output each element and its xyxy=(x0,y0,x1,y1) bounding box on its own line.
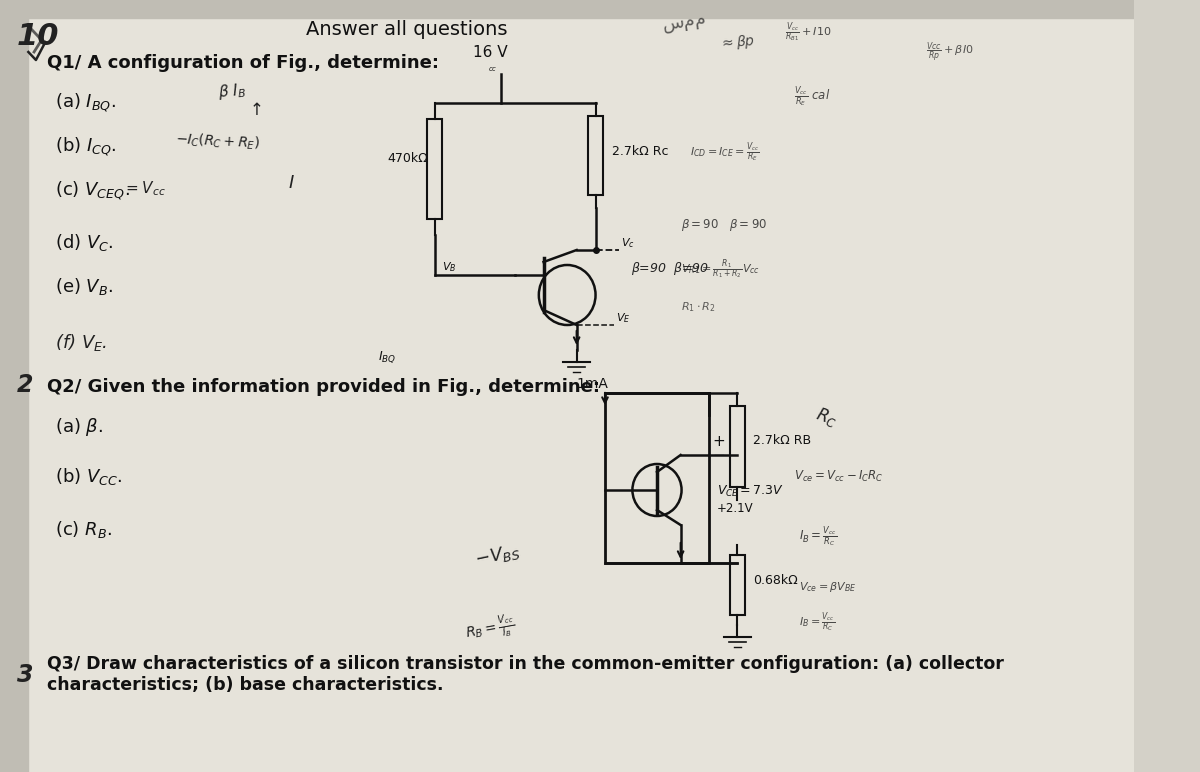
Text: (b) $I_{CQ}$.: (b) $I_{CQ}$. xyxy=(55,136,116,158)
Text: $V_B$: $V_B$ xyxy=(443,260,457,274)
Text: $R_1 \cdot R_2$: $R_1 \cdot R_2$ xyxy=(680,300,715,313)
Text: 2.7kΩ RB: 2.7kΩ RB xyxy=(754,434,811,447)
Text: (a) $I_{BQ}$.: (a) $I_{BQ}$. xyxy=(55,92,115,114)
Text: $_{cc}$: $_{cc}$ xyxy=(487,64,497,74)
Text: (d) $V_C$.: (d) $V_C$. xyxy=(55,232,113,253)
Text: $V_c$: $V_c$ xyxy=(622,236,635,250)
Text: $\beta$ $I_B$: $\beta$ $I_B$ xyxy=(217,80,247,102)
Text: (c) $V_{CEQ}$.: (c) $V_{CEQ}$. xyxy=(55,180,130,202)
Text: $\beta = 90$   $\beta = 90$: $\beta = 90$ $\beta = 90$ xyxy=(680,217,767,233)
Text: (c) $R_B$.: (c) $R_B$. xyxy=(55,519,112,540)
Text: $I_{CD} = I_{CE} = \frac{V_{cc}}{R_E}$: $I_{CD} = I_{CE} = \frac{V_{cc}}{R_E}$ xyxy=(690,140,760,164)
Text: 10: 10 xyxy=(17,22,60,51)
Bar xyxy=(588,116,604,195)
Text: $V_{ce} = \beta V_{BE}$: $V_{ce} = \beta V_{BE}$ xyxy=(799,580,857,594)
Text: (b) $V_{CC}$.: (b) $V_{CC}$. xyxy=(55,466,122,487)
Text: Q2/ Given the information provided in Fig., determine:: Q2/ Given the information provided in Fi… xyxy=(47,378,600,396)
Text: +: + xyxy=(713,434,726,449)
Text: $\frac{Vcc}{Rp} + \beta I0$: $\frac{Vcc}{Rp} + \beta I0$ xyxy=(926,40,974,65)
Text: $-I_C(R_C + R_E)$: $-I_C(R_C + R_E)$ xyxy=(175,130,260,152)
Text: سمم: سمم xyxy=(661,10,708,34)
Text: Q3/ Draw characteristics of a silicon transistor in the common-emitter configura: Q3/ Draw characteristics of a silicon tr… xyxy=(47,655,1004,694)
Bar xyxy=(605,393,709,563)
Text: 2.7kΩ Rc: 2.7kΩ Rc xyxy=(612,145,668,158)
Text: +2.1V: +2.1V xyxy=(716,502,754,515)
Text: $\frac{V_{cc}}{R_E}$ cal: $\frac{V_{cc}}{R_E}$ cal xyxy=(794,84,830,109)
Bar xyxy=(427,119,443,219)
Text: $\approx \beta p$: $\approx \beta p$ xyxy=(719,32,756,53)
Text: $I_B = \frac{V_{cc}}{R_C}$: $I_B = \frac{V_{cc}}{R_C}$ xyxy=(799,524,836,549)
Text: 2: 2 xyxy=(17,373,34,397)
Text: $I_B = \frac{V_{cc}}{R_C}$: $I_B = \frac{V_{cc}}{R_C}$ xyxy=(799,610,835,634)
Text: $-V_{BS}$: $-V_{BS}$ xyxy=(473,541,522,570)
Text: 0.68kΩ: 0.68kΩ xyxy=(754,574,798,587)
Text: $V_{R1} = \frac{R_1}{R_1+R_2} V_{cc}$: $V_{R1} = \frac{R_1}{R_1+R_2} V_{cc}$ xyxy=(680,257,760,281)
Text: (f) $V_E$.: (f) $V_E$. xyxy=(55,332,107,353)
Bar xyxy=(730,406,745,487)
Text: $V_E$: $V_E$ xyxy=(617,311,631,325)
Text: $R_C$: $R_C$ xyxy=(812,404,840,430)
Text: 3: 3 xyxy=(17,663,34,687)
Text: $\beta$=90  $\beta$=90: $\beta$=90 $\beta$=90 xyxy=(631,260,709,277)
Text: 16 V: 16 V xyxy=(473,45,508,60)
Text: $R_B = \frac{V_{cc}}{I_B}$: $R_B = \frac{V_{cc}}{I_B}$ xyxy=(463,611,517,648)
Text: 1mA: 1mA xyxy=(577,377,608,391)
Text: $= V_{cc}$: $= V_{cc}$ xyxy=(122,179,166,198)
Text: $I_{BQ}$: $I_{BQ}$ xyxy=(378,350,396,365)
Text: Answer all questions: Answer all questions xyxy=(306,20,508,39)
Bar xyxy=(0,0,29,772)
Text: $I$: $I$ xyxy=(288,174,295,192)
Text: Q1/ A configuration of Fig., determine:: Q1/ A configuration of Fig., determine: xyxy=(47,54,439,72)
Bar xyxy=(730,554,745,615)
Text: $V_{ce} = V_{cc} - I_C R_C$: $V_{ce} = V_{cc} - I_C R_C$ xyxy=(794,469,883,484)
Text: (e) $V_B$.: (e) $V_B$. xyxy=(55,276,113,297)
Text: $\uparrow$: $\uparrow$ xyxy=(246,101,262,119)
Text: $V_{CE}=7.3V$: $V_{CE}=7.3V$ xyxy=(716,484,784,499)
Text: −: − xyxy=(713,448,726,463)
Text: $\frac{V_{cc}}{R_{B1}} + I10$: $\frac{V_{cc}}{R_{B1}} + I10$ xyxy=(785,20,832,44)
Bar xyxy=(0,0,1134,18)
Text: (a) $\beta$.: (a) $\beta$. xyxy=(55,416,103,438)
Text: 470kΩ: 470kΩ xyxy=(388,152,428,165)
